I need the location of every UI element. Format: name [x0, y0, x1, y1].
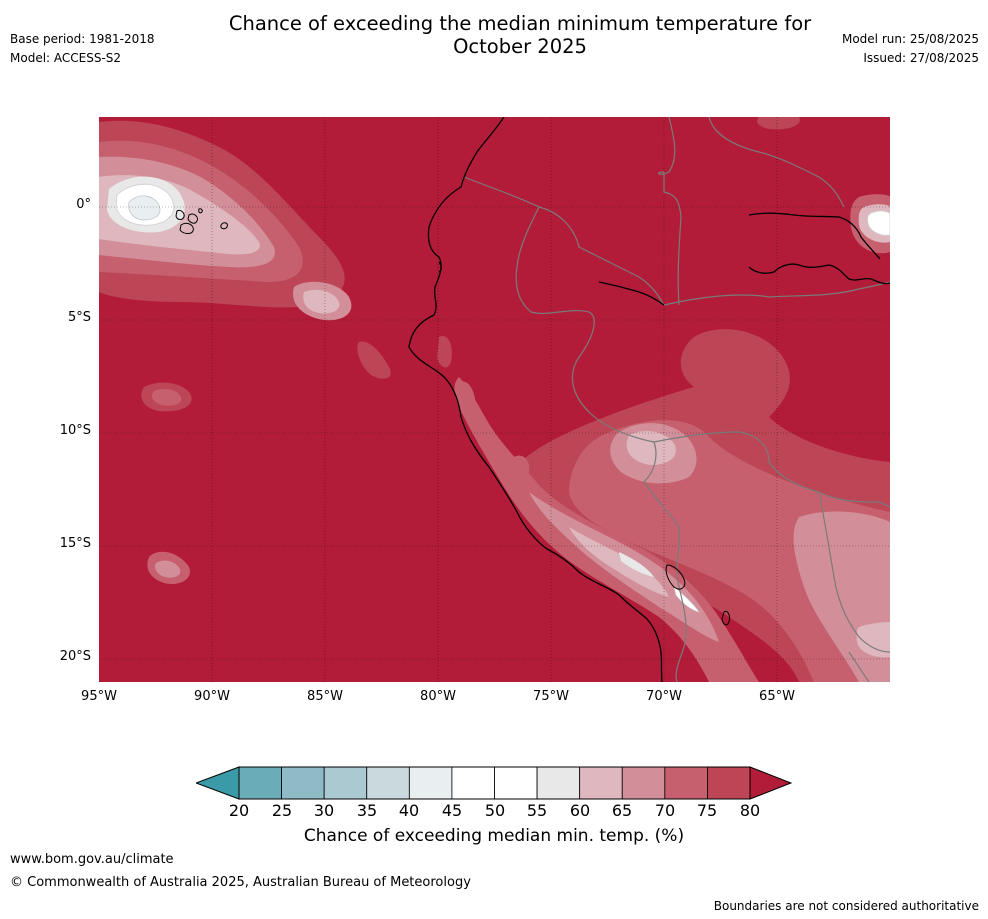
- colorbar-tick: 75: [696, 801, 718, 820]
- colorbar-tick: 30: [313, 801, 335, 820]
- website-link[interactable]: www.bom.gov.au/climate: [10, 852, 174, 867]
- lat-label-20s: 20°S: [59, 649, 91, 664]
- colorbar-tick: 20: [228, 801, 250, 820]
- lakes-and-islands: [175, 208, 730, 626]
- colorbar-label: Chance of exceeding median min. temp. (%…: [303, 826, 685, 846]
- gridlines: [99, 117, 890, 682]
- contour-andes-bolivia: [511, 329, 890, 682]
- disclaimer-text: Boundaries are not considered authoritat…: [713, 899, 979, 913]
- contour-amazon-east: [757, 117, 890, 254]
- lat-label-15s: 15°S: [59, 536, 91, 551]
- lat-label-10s: 10°S: [59, 423, 91, 438]
- colorbar-arrow-high: [749, 766, 793, 800]
- colorbar-cell: [238, 766, 282, 800]
- map-title-line1: Chance of exceeding the median minimum t…: [228, 12, 812, 35]
- map-title: Chance of exceeding the median minimum t…: [0, 12, 988, 58]
- colorbar-tick: 50: [484, 801, 506, 820]
- colorbar-cell: [494, 766, 538, 800]
- colorbar-cell: [281, 766, 325, 800]
- country-borders: [463, 117, 890, 682]
- lat-label-5s: 5°S: [67, 310, 91, 325]
- colorbar-svg: [194, 766, 793, 800]
- colorbar-tick: 55: [526, 801, 548, 820]
- lon-label-80w: 80°W: [420, 689, 456, 704]
- map-svg: [99, 117, 890, 682]
- colorbar-tick: 80: [739, 801, 761, 820]
- colorbar-cell: [408, 766, 453, 800]
- colorbar-cell: [536, 766, 581, 800]
- model-run-date: Model run: 25/08/2025: [841, 32, 979, 46]
- colorbar-cell: [323, 766, 368, 800]
- model-name: Model: ACCESS-S2: [10, 51, 122, 65]
- colorbar: [194, 766, 793, 804]
- colorbar-tick: 65: [611, 801, 633, 820]
- colorbar-cell: [579, 766, 623, 800]
- colorbar-cells: [238, 766, 751, 800]
- lon-label-65w: 65°W: [759, 689, 795, 704]
- colorbar-cell: [664, 766, 708, 800]
- colorbar-tick: 35: [356, 801, 378, 820]
- colorbar-frame: [238, 766, 751, 800]
- colorbar-tick: 60: [569, 801, 591, 820]
- lon-label-90w: 90°W: [194, 689, 230, 704]
- coastline: [408, 117, 890, 682]
- contour-galapagos: [99, 120, 391, 585]
- colorbar-tick: 70: [654, 801, 676, 820]
- lon-label-75w: 75°W: [533, 689, 569, 704]
- base-period: Base period: 1981-2018: [10, 32, 155, 46]
- lon-label-95w: 95°W: [81, 689, 117, 704]
- lon-label-70w: 70°W: [646, 689, 682, 704]
- colorbar-cell: [621, 766, 666, 800]
- issued-date: Issued: 27/08/2025: [863, 51, 979, 65]
- lon-label-85w: 85°W: [307, 689, 343, 704]
- colorbar-tick: 45: [441, 801, 463, 820]
- lat-label-0: 0°: [76, 197, 91, 212]
- colorbar-arrow-low: [194, 766, 240, 800]
- colorbar-cell: [707, 766, 751, 800]
- map-panel: [99, 117, 890, 682]
- colorbar-tick: 25: [271, 801, 293, 820]
- colorbar-cell: [366, 766, 410, 800]
- colorbar-cell: [451, 766, 495, 800]
- colorbar-tick: 40: [398, 801, 420, 820]
- copyright-text: © Commonwealth of Australia 2025, Austra…: [10, 875, 471, 890]
- map-title-line2: October 2025: [453, 35, 587, 58]
